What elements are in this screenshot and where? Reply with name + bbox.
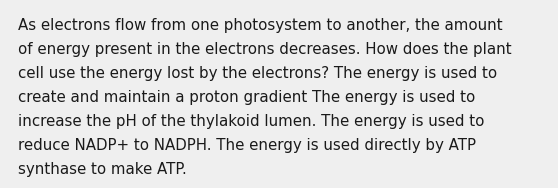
Text: create and maintain a proton gradient The energy is used to: create and maintain a proton gradient Th… — [18, 90, 475, 105]
Text: synthase to make ATP.: synthase to make ATP. — [18, 162, 187, 177]
Text: increase the pH of the thylakoid lumen. The energy is used to: increase the pH of the thylakoid lumen. … — [18, 114, 484, 129]
Text: cell use the energy lost by the electrons? The energy is used to: cell use the energy lost by the electron… — [18, 66, 497, 81]
Text: As electrons flow from one photosystem to another, the amount: As electrons flow from one photosystem t… — [18, 18, 503, 33]
Text: of energy present in the electrons decreases. How does the plant: of energy present in the electrons decre… — [18, 42, 512, 57]
Text: reduce NADP+ to NADPH. The energy is used directly by ATP: reduce NADP+ to NADPH. The energy is use… — [18, 138, 476, 153]
